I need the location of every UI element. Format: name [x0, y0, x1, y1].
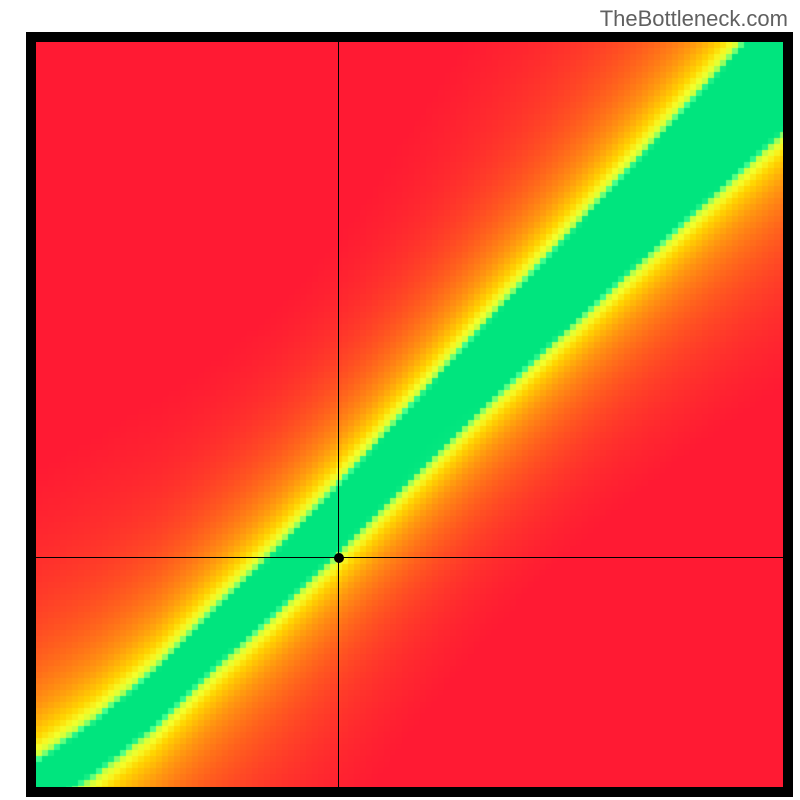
crosshair-vertical	[338, 42, 339, 787]
frame-left	[26, 32, 36, 797]
marker-dot	[334, 553, 344, 563]
frame-bottom	[26, 787, 793, 797]
watermark-text: TheBottleneck.com	[600, 6, 788, 32]
bottleneck-heatmap	[36, 42, 783, 787]
crosshair-horizontal	[36, 557, 783, 558]
chart-container: TheBottleneck.com	[0, 0, 800, 800]
frame-right	[783, 32, 793, 797]
frame-top	[26, 32, 793, 42]
